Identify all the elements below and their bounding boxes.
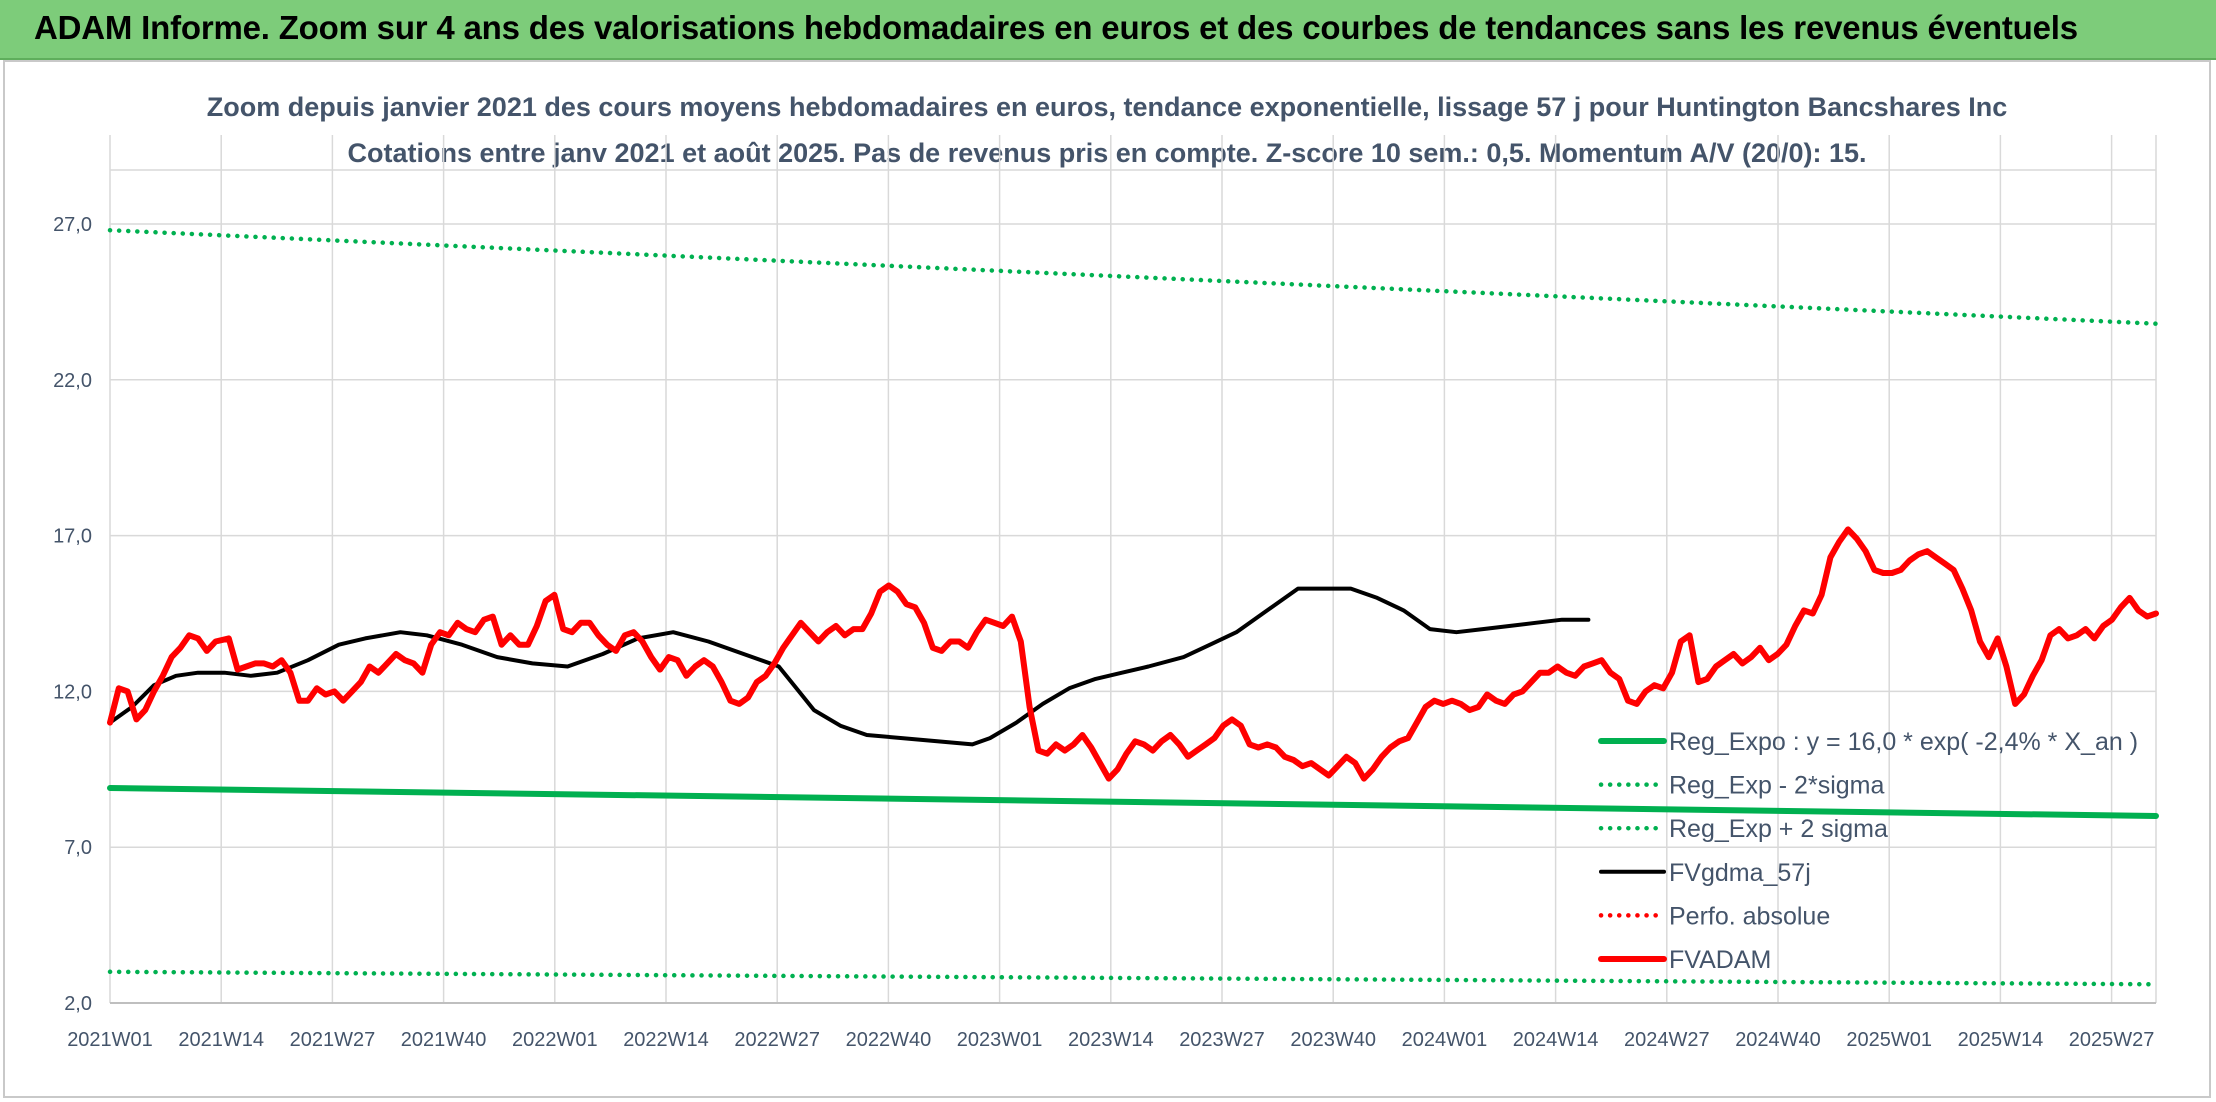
chart-frame [3,60,2211,1098]
legend: Reg_Expo : y = 16,0 * exp( -2,4% * X_an … [1598,728,2138,974]
y-tick-label: 27,0 [53,214,92,236]
legend-label-perfo: Perfo. absolue [1669,902,1830,930]
legend-label-reg_plus: Reg_Exp + 2 sigma [1669,815,1888,843]
series-fvadam [107,526,2159,782]
series-lines [107,227,2159,987]
x-tick-label: 2024W27 [1624,1029,1710,1051]
legend-label-reg_minus: Reg_Exp - 2*sigma [1669,772,1884,800]
y-tick-label: 7,0 [64,837,92,859]
x-tick-label: 2025W27 [2069,1029,2155,1051]
legend-label-fvgdma: FVgdma_57j [1669,859,1811,887]
chart-title-line1: Zoom depuis janvier 2021 des cours moyen… [207,92,2008,122]
series-reg_expo [107,785,2159,819]
y-tick-label: 22,0 [53,370,92,392]
y-tick-label: 2,0 [64,993,92,1015]
report-title: ADAM Informe. Zoom sur 4 ans des valoris… [34,9,2078,46]
x-tick-label: 2023W14 [1068,1029,1154,1051]
y-tick-label: 17,0 [53,526,92,548]
series-reg_plus [107,227,2159,326]
x-tick-label: 2022W27 [734,1029,820,1051]
x-tick-label: 2025W14 [1958,1029,2044,1051]
x-tick-label: 2023W40 [1290,1029,1376,1051]
series-fvgdma [108,586,1591,747]
x-tick-label: 2021W27 [290,1029,376,1051]
x-axis-tick-labels: 2021W01 2021W14 2021W27 2021W40 2022W01 2022W… [67,1029,2154,1051]
x-tick-label: 2021W14 [178,1029,264,1051]
legend-label-reg_expo: Reg_Expo : y = 16,0 * exp( -2,4% * X_an … [1669,728,2138,756]
x-tick-label: 2022W40 [846,1029,932,1051]
x-tick-label: 2024W14 [1513,1029,1599,1051]
x-tick-label: 2024W01 [1402,1029,1488,1051]
x-tick-label: 2023W27 [1179,1029,1265,1051]
grid-lines [109,135,2157,1004]
x-tick-label: 2023W01 [957,1029,1043,1051]
y-axis-tick-labels: 2,0 7,0 12,0 17,0 22,0 27,0 [53,214,92,1015]
x-tick-label: 2021W01 [67,1029,153,1051]
x-tick-label: 2022W01 [512,1029,598,1051]
x-tick-label: 2025W01 [1846,1029,1932,1051]
x-tick-label: 2021W40 [401,1029,487,1051]
report-banner: ADAM Informe. Zoom sur 4 ans des valoris… [0,0,2216,60]
y-tick-label: 12,0 [53,681,92,703]
chart-title-line2: Cotations entre janv 2021 et août 2025. … [347,138,1866,168]
series-reg_minus [107,969,2159,987]
x-tick-label: 2024W40 [1735,1029,1821,1051]
legend-label-fvadam: FVADAM [1669,946,1771,974]
x-tick-label: 2022W14 [623,1029,709,1051]
